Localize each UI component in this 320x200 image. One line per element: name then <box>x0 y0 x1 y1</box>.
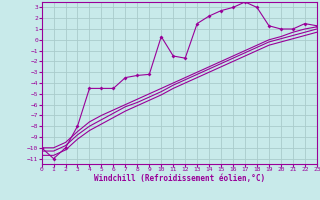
X-axis label: Windchill (Refroidissement éolien,°C): Windchill (Refroidissement éolien,°C) <box>94 174 265 183</box>
